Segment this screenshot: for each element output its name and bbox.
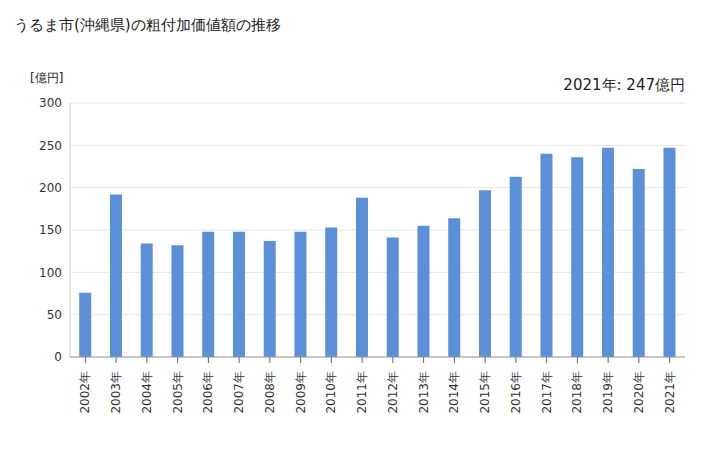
svg-text:2020年: 2020年 xyxy=(632,371,646,414)
svg-text:2008年: 2008年 xyxy=(263,371,277,414)
svg-text:2010年: 2010年 xyxy=(324,371,338,414)
svg-text:250: 250 xyxy=(39,139,62,153)
svg-text:2011年: 2011年 xyxy=(355,371,369,414)
svg-text:2012年: 2012年 xyxy=(386,371,400,414)
svg-text:200: 200 xyxy=(39,181,62,195)
svg-text:100: 100 xyxy=(39,266,62,280)
svg-text:2006年: 2006年 xyxy=(201,371,215,414)
svg-text:2002年: 2002年 xyxy=(78,371,92,414)
svg-text:2014年: 2014年 xyxy=(447,371,461,414)
svg-text:2004年: 2004年 xyxy=(140,371,154,414)
svg-text:2021年: 2021年 xyxy=(663,371,677,414)
svg-text:2007年: 2007年 xyxy=(232,371,246,414)
svg-text:2003年: 2003年 xyxy=(109,371,123,414)
svg-text:2018年: 2018年 xyxy=(570,371,584,414)
svg-text:50: 50 xyxy=(47,308,62,322)
svg-text:150: 150 xyxy=(39,223,62,237)
svg-text:2017年: 2017年 xyxy=(540,371,554,414)
svg-text:2016年: 2016年 xyxy=(509,371,523,414)
svg-text:2005年: 2005年 xyxy=(171,371,185,414)
html-text:2021年: 247億円: 2021年: 247億円 xyxy=(563,76,685,94)
svg-text:2015年: 2015年 xyxy=(478,371,492,414)
svg-text:2009年: 2009年 xyxy=(294,371,308,414)
svg-text:2013年: 2013年 xyxy=(417,371,431,414)
svg-text:300: 300 xyxy=(39,96,62,110)
html-text:[億円]: [億円] xyxy=(30,71,64,85)
svg-text:0: 0 xyxy=(54,350,62,364)
html-text:うるま市(沖縄県)の粗付加価値額の推移: うるま市(沖縄県)の粗付加価値額の推移 xyxy=(14,16,281,34)
svg-text:2019年: 2019年 xyxy=(601,371,615,414)
